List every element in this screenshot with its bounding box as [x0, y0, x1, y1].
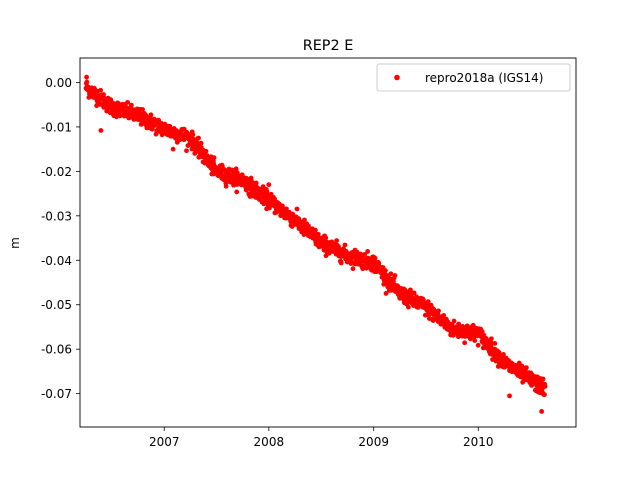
data-point — [196, 135, 201, 141]
data-point — [272, 196, 278, 202]
data-point — [383, 291, 389, 296]
data-point — [234, 189, 240, 195]
data-point — [312, 227, 318, 233]
data-point — [167, 123, 173, 129]
y-tick-label: -0.01 — [41, 120, 72, 134]
data-point — [365, 249, 371, 254]
legend-label: repro2018a (IGS14) — [425, 71, 543, 85]
data-point — [84, 79, 90, 85]
data-point — [441, 313, 447, 318]
y-tick-label: -0.04 — [41, 254, 72, 268]
legend-box — [376, 63, 571, 92]
data-point — [462, 340, 468, 346]
data-point — [233, 166, 239, 172]
data-point — [302, 217, 307, 223]
data-point — [323, 235, 329, 241]
data-point — [492, 341, 498, 346]
legend: repro2018a (IGS14) — [376, 63, 571, 92]
data-point — [294, 206, 300, 212]
data-point — [266, 182, 272, 188]
y-axis: 0.00 -0.01 -0.02 -0.03 -0.04 -0.05 -0.06 -0.07 — [41, 76, 80, 401]
data-point — [117, 113, 123, 119]
data-point — [362, 252, 368, 257]
x-tick-label: 2010 — [463, 435, 494, 449]
chart-title: REP2 E — [303, 38, 354, 54]
legend-marker — [394, 74, 400, 81]
data-point — [184, 148, 189, 154]
data-point — [128, 102, 134, 108]
data-point — [488, 336, 494, 342]
data-point — [211, 155, 217, 161]
data-point — [261, 201, 267, 207]
data-point — [284, 206, 289, 212]
data-point — [501, 352, 506, 357]
data-point — [475, 342, 481, 348]
data-point — [451, 318, 457, 324]
x-tick-label: 2008 — [254, 435, 285, 449]
data-point — [98, 128, 104, 133]
data-point — [540, 376, 546, 382]
data-point — [203, 148, 209, 154]
data-point — [101, 92, 106, 97]
data-point — [388, 271, 394, 277]
y-axis-label: m — [8, 237, 22, 249]
data-point — [507, 393, 512, 399]
x-tick-label: 2007 — [149, 435, 180, 449]
data-point — [148, 112, 154, 118]
data-point — [468, 336, 473, 342]
y-tick-label: -0.07 — [41, 387, 72, 401]
data-point — [342, 242, 348, 248]
plot-frame — [79, 57, 577, 428]
y-tick-label: -0.02 — [41, 165, 72, 179]
data-point — [372, 255, 378, 261]
data-point — [253, 180, 259, 186]
data-point — [523, 365, 529, 371]
data-point — [125, 99, 131, 105]
data-point — [406, 304, 411, 310]
data-point — [539, 409, 545, 414]
y-tick-label: 0.00 — [45, 76, 72, 90]
data-point — [411, 290, 417, 296]
data-point — [114, 114, 119, 120]
x-axis: 2007 2008 2009 2010 — [149, 427, 494, 449]
data-point — [383, 268, 388, 273]
data-point — [542, 384, 548, 389]
data-point — [376, 261, 382, 266]
data-point — [198, 140, 204, 146]
data-point — [408, 287, 413, 293]
data-point — [436, 308, 441, 314]
x-tick-label: 2009 — [358, 435, 389, 449]
data-point — [334, 238, 340, 244]
data-point — [170, 146, 176, 152]
data-point — [472, 338, 478, 343]
data-point — [315, 231, 321, 237]
data-point — [425, 299, 431, 305]
data-point — [338, 260, 344, 266]
data-point — [223, 183, 229, 189]
data-point — [542, 392, 547, 397]
data-point — [350, 266, 356, 272]
data-point — [392, 273, 398, 278]
y-tick-label: -0.05 — [41, 298, 72, 312]
y-tick-label: -0.06 — [41, 343, 72, 357]
data-point — [470, 322, 476, 328]
data-points — [83, 74, 548, 414]
data-point — [218, 169, 224, 175]
data-point — [190, 132, 196, 138]
data-point — [84, 74, 89, 80]
data-point — [98, 87, 104, 93]
data-point — [140, 107, 145, 112]
data-point — [306, 223, 311, 229]
y-tick-label: -0.03 — [41, 209, 72, 223]
